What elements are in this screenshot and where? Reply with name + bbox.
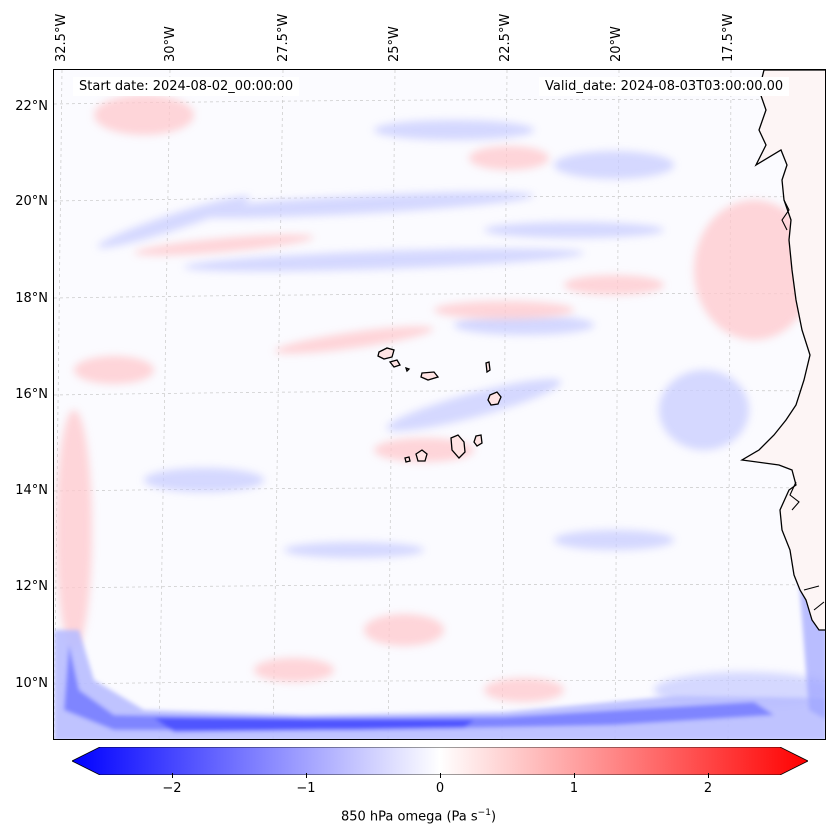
lon-label: 25°W <box>387 26 402 62</box>
colorbar-tick-label: 2 <box>703 781 713 796</box>
negative-omega-patches <box>97 120 825 708</box>
colorbar-tick-mark <box>574 773 575 778</box>
lon-label: 32.5°W <box>54 13 69 62</box>
colorbar-gradient <box>71 746 809 776</box>
start-date-label: Start date: 2024-08-02_00:00:00 <box>73 77 300 96</box>
coastline-detail <box>781 199 825 611</box>
lon-label: 22.5°W <box>498 13 513 62</box>
lat-label: 18°N <box>15 291 48 306</box>
colorbar-tick-label: −1 <box>296 781 316 796</box>
colorbar-tick-mark <box>306 773 307 778</box>
colorbar-label: 850 hPa omega (Pa s−1) <box>340 808 497 825</box>
lon-label: 20°W <box>609 26 624 62</box>
omega-field-map <box>54 70 825 739</box>
colorbar-tick-label: 0 <box>435 781 445 796</box>
lon-label: 30°W <box>163 26 178 62</box>
colorbar-tick-mark <box>440 773 441 778</box>
africa-coastline <box>740 70 825 631</box>
lat-label: 10°N <box>15 676 48 691</box>
lat-label: 16°N <box>15 387 48 402</box>
positive-omega-patches <box>56 95 814 702</box>
colorbar <box>71 746 809 776</box>
colorbar-tick-label: −2 <box>162 781 182 796</box>
valid-date-label: Valid_date: 2024-08-03T03:00:00.00 <box>539 77 790 96</box>
map-panel <box>53 69 826 740</box>
lat-label: 12°N <box>15 579 48 594</box>
lon-label: 17.5°W <box>721 13 736 62</box>
colorbar-tick-label: 1 <box>569 781 579 796</box>
colorbar-tick-mark <box>708 773 709 778</box>
lat-label: 20°N <box>15 194 48 209</box>
lon-label: 27.5°W <box>276 13 291 62</box>
lat-label: 14°N <box>15 483 48 498</box>
lat-label: 22°N <box>15 99 48 114</box>
colorbar-tick-mark <box>172 773 173 778</box>
cape-verde-islands <box>377 347 502 463</box>
